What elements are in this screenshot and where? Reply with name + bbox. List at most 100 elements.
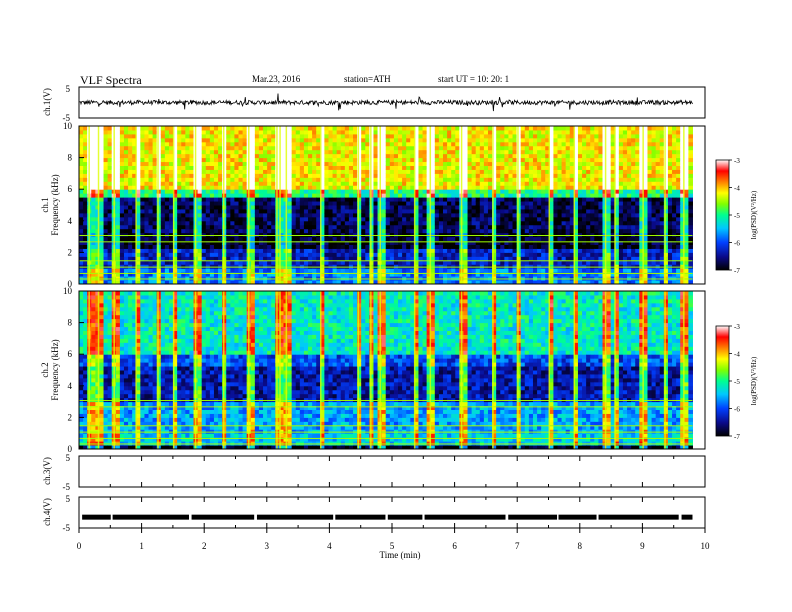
- spectrogram-cell: [168, 232, 174, 238]
- spectrogram-cell: [218, 224, 223, 230]
- spectrogram-cell: [205, 205, 211, 210]
- spectrogram-cell: [267, 126, 272, 131]
- spectrogram-cell: [226, 244, 231, 249]
- spectrogram-cell: [336, 157, 342, 163]
- spectrogram-cell: [160, 201, 166, 206]
- spectrogram-cell: [181, 216, 186, 222]
- spectrogram-cell: [577, 264, 583, 269]
- spectrogram-cell: [410, 137, 415, 143]
- spectrogram-cell: [303, 228, 309, 234]
- spectrogram-cell: [504, 193, 509, 198]
- spectrogram-cell: [398, 157, 403, 163]
- spectrogram-cell: [438, 216, 444, 222]
- spectrogram-cell: [234, 260, 239, 265]
- spectrogram-cell: [152, 141, 158, 147]
- spectrogram-cell: [250, 252, 256, 257]
- spectrogram-cell: [91, 141, 96, 147]
- spectrogram-cell: [226, 141, 231, 147]
- spectrogram-cell: [361, 181, 366, 186]
- spectrogram-cell: [115, 137, 121, 143]
- spectrogram-cell: [324, 193, 329, 198]
- spectrogram-cell: [418, 208, 424, 214]
- spectrogram-cell: [483, 145, 489, 151]
- spectrogram-cell: [348, 165, 354, 170]
- spectrogram-cell: [316, 157, 321, 163]
- spectrogram-cell: [528, 252, 534, 257]
- spectrogram-cell: [443, 126, 448, 131]
- spectrogram-cell: [308, 157, 313, 163]
- spectrogram-cell: [475, 126, 481, 131]
- spectrogram-cell: [291, 161, 297, 166]
- spectrogram-cell: [443, 260, 448, 265]
- spectrogram-cell: [500, 153, 505, 159]
- spectrogram-cell: [389, 212, 395, 218]
- spectrogram-cell: [561, 244, 567, 249]
- spectrogram-cell: [152, 165, 158, 170]
- spectrogram-cell: [508, 165, 514, 170]
- spectrogram-cell: [553, 208, 559, 214]
- spectrogram-cell: [226, 133, 231, 139]
- spectrogram-cell: [447, 228, 452, 234]
- spectrogram-cell: [549, 173, 554, 178]
- spectrogram-cell: [455, 232, 460, 238]
- spectrogram-cell: [516, 126, 522, 131]
- spectrogram-cell: [299, 173, 305, 178]
- spectrogram-cell: [479, 157, 485, 163]
- spectrogram-cell: [430, 141, 436, 147]
- spectrogram-cell: [434, 185, 440, 190]
- spectrogram-cell: [532, 161, 538, 166]
- spectrogram-cell: [271, 133, 276, 139]
- spectrogram-cell: [467, 220, 473, 226]
- spectrogram-cell: [271, 280, 276, 285]
- spectrogram-cell: [299, 126, 305, 131]
- spectrogram-cell: [545, 264, 550, 269]
- spectrogram-cell: [234, 126, 239, 131]
- spectrogram-cell: [201, 177, 207, 182]
- spectrogram-cell: [95, 216, 100, 222]
- spectrogram-cell: [528, 157, 534, 163]
- spectrogram-cell: [308, 189, 313, 194]
- spectrogram-cell: [328, 224, 334, 230]
- spectrogram-cell: [508, 205, 514, 210]
- spectrogram-cell: [361, 216, 366, 222]
- spectrogram-cell: [226, 252, 231, 257]
- spectrogram-cell: [565, 280, 571, 285]
- spectrogram-cell: [455, 212, 460, 218]
- spectrogram-cell: [467, 208, 473, 214]
- spectrogram-cell: [201, 197, 207, 202]
- spectrogram-cell: [561, 208, 567, 214]
- spectrogram-cell: [492, 248, 497, 253]
- spectrogram-cell: [553, 185, 559, 190]
- spectrogram-cell: [520, 133, 526, 139]
- spectrogram-cell: [565, 232, 571, 238]
- spectrogram-cell: [475, 264, 481, 269]
- spectrogram-cell: [487, 193, 493, 198]
- spectrogram-cell: [295, 244, 301, 249]
- spectrogram-cell: [524, 208, 530, 214]
- spectrogram-cell: [299, 276, 305, 281]
- spectrogram-cell: [561, 232, 567, 238]
- spectrogram-cell: [230, 129, 235, 135]
- spectrogram-cell: [557, 220, 563, 226]
- spectrogram-cell: [218, 276, 223, 281]
- spectrogram-cell: [177, 145, 182, 151]
- spectrogram-cell: [234, 240, 239, 245]
- spectrogram-cell: [344, 173, 350, 178]
- spectrogram-cell: [213, 264, 219, 269]
- spectrogram-cell: [218, 240, 223, 245]
- spectrogram-cell: [238, 220, 244, 226]
- spectrogram-cell: [467, 165, 473, 170]
- spectrogram-cell: [438, 189, 444, 194]
- spectrogram-cell: [545, 244, 550, 249]
- spectrogram-cell: [504, 240, 509, 245]
- spectrogram-cell: [447, 212, 452, 218]
- spectrogram-cell: [561, 240, 567, 245]
- spectrogram-cell: [479, 272, 485, 277]
- spectrogram-cell: [312, 236, 317, 242]
- spectrogram-cell: [565, 141, 571, 147]
- spectrogram-cell: [569, 244, 575, 249]
- spectrogram-cell: [549, 141, 554, 147]
- spectrogram-cell: [537, 157, 542, 163]
- spectrogram-cell: [144, 256, 150, 261]
- spectrogram-cell: [414, 185, 419, 190]
